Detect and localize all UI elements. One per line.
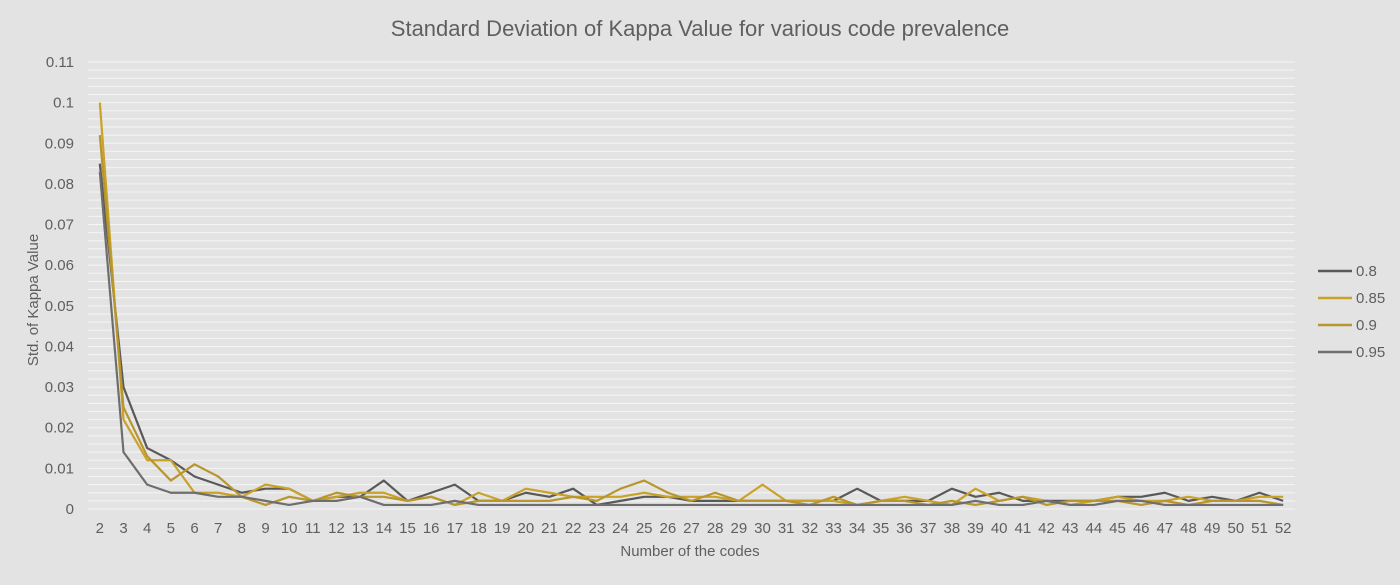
x-tick-label: 4	[143, 520, 151, 537]
x-tick-label: 34	[849, 520, 866, 537]
y-tick-label: 0	[66, 501, 74, 518]
y-tick-label: 0.1	[53, 95, 74, 112]
x-tick-label: 9	[261, 520, 269, 537]
x-tick-label: 37	[920, 520, 937, 537]
chart-title: Standard Deviation of Kappa Value for va…	[391, 16, 1009, 41]
legend-label: 0.95	[1356, 344, 1385, 361]
x-tick-label: 20	[517, 520, 534, 537]
x-tick-label: 44	[1085, 520, 1102, 537]
x-tick-label: 33	[825, 520, 842, 537]
x-tick-label: 47	[1156, 520, 1173, 537]
y-tick-label: 0.04	[45, 338, 74, 355]
x-tick-label: 16	[423, 520, 440, 537]
x-tick-label: 10	[281, 520, 298, 537]
x-tick-label: 39	[967, 520, 984, 537]
y-tick-label: 0.07	[45, 217, 74, 234]
series-line-0.9	[98, 135, 1284, 507]
x-tick-label: 43	[1062, 520, 1079, 537]
legend-label: 0.9	[1356, 317, 1377, 334]
x-tick-label: 36	[896, 520, 913, 537]
series-line-0.85	[98, 102, 1284, 507]
x-tick-label: 23	[588, 520, 605, 537]
x-tick-label: 35	[872, 520, 889, 537]
y-axis-label: Std. of Kappa Value	[25, 234, 42, 366]
y-tick-label: 0.11	[46, 54, 74, 71]
x-tick-label: 46	[1133, 520, 1150, 537]
x-tick-label: 48	[1180, 520, 1197, 537]
x-tick-label: 5	[167, 520, 175, 537]
y-tick-label: 0.09	[45, 135, 74, 152]
x-tick-label: 41	[1014, 520, 1031, 537]
y-tick-label: 0.06	[45, 257, 74, 274]
x-tick-labels: 2 3 4 5 6 7 8 9 10 11 12 13 14 15 16 17 18 19 20 21 22 23 24 25…	[96, 520, 1292, 537]
x-tick-label: 45	[1109, 520, 1126, 537]
x-tick-label: 38	[943, 520, 960, 537]
x-tick-label: 19	[494, 520, 511, 537]
x-tick-label: 17	[446, 520, 463, 537]
x-tick-label: 27	[683, 520, 700, 537]
x-tick-label: 2	[96, 520, 104, 537]
x-tick-label: 26	[659, 520, 676, 537]
y-tick-label: 0.02	[45, 420, 74, 437]
x-tick-label: 11	[305, 520, 321, 537]
x-tick-label: 6	[190, 520, 198, 537]
y-tick-label: 0.01	[45, 460, 74, 477]
x-tick-label: 40	[991, 520, 1008, 537]
x-tick-label: 30	[754, 520, 771, 537]
x-tick-label: 15	[399, 520, 416, 537]
x-tick-label: 12	[328, 520, 345, 537]
x-tick-label: 42	[1038, 520, 1055, 537]
x-axis-label: Number of the codes	[620, 543, 759, 560]
y-tick-label: 0.05	[45, 298, 74, 315]
y-tick-labels: 0 0.01 0.02 0.03 0.04 0.05 0.06 0.07 0.08 0.09 0.1…	[45, 54, 74, 518]
x-tick-label: 51	[1251, 520, 1268, 537]
x-tick-label: 49	[1204, 520, 1221, 537]
x-tick-label: 13	[352, 520, 369, 537]
x-tick-label: 50	[1227, 520, 1244, 537]
x-tick-label: 21	[541, 520, 558, 537]
series-line-0.95	[98, 171, 1284, 507]
x-tick-label: 24	[612, 520, 629, 537]
x-tick-label: 32	[801, 520, 818, 537]
x-tick-label: 8	[238, 520, 246, 537]
x-tick-label: 28	[707, 520, 724, 537]
y-tick-label: 0.08	[45, 176, 74, 193]
x-tick-label: 25	[636, 520, 653, 537]
gridlines	[88, 61, 1295, 510]
x-tick-label: 14	[375, 520, 392, 537]
x-tick-label: 18	[470, 520, 487, 537]
legend: 0.8 0.85 0.9 0.95	[1318, 263, 1385, 361]
x-tick-label: 3	[119, 520, 127, 537]
legend-label: 0.8	[1356, 263, 1377, 280]
x-tick-label: 22	[565, 520, 582, 537]
x-tick-label: 7	[214, 520, 222, 537]
x-tick-label: 52	[1275, 520, 1292, 537]
x-tick-label: 29	[730, 520, 747, 537]
legend-label: 0.85	[1356, 290, 1385, 307]
series-line-0.8	[98, 163, 1284, 507]
series-lines	[98, 102, 1284, 507]
x-tick-label: 31	[778, 520, 795, 537]
y-tick-label: 0.03	[45, 379, 74, 396]
